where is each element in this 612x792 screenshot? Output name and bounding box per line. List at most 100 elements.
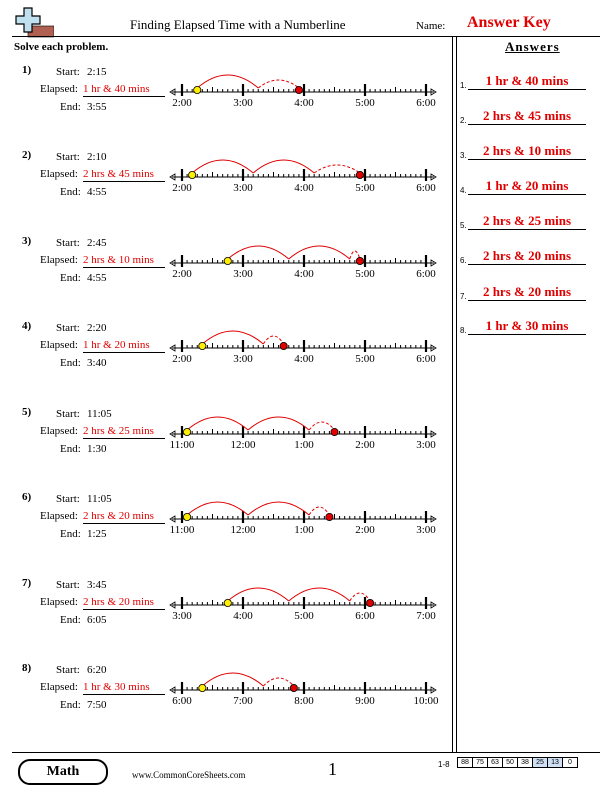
hour-label: 4:00 — [233, 610, 253, 622]
answer-underline — [468, 300, 586, 301]
column-divider — [456, 36, 457, 752]
arrow-right-icon — [430, 259, 437, 267]
elapsed-answer: 1 hr & 30 mins — [83, 681, 165, 695]
elapsed-label: Elapsed: — [40, 425, 78, 437]
hour-label: 3:00 — [233, 353, 253, 365]
hour-label: 8:00 — [294, 695, 314, 707]
answer-key-label: Answer Key — [467, 14, 551, 31]
arrow-right-icon — [430, 173, 437, 181]
answer-text: 2 hrs & 20 mins — [482, 248, 572, 263]
end-dot — [355, 170, 364, 179]
answer-number: 8. — [460, 326, 467, 335]
answer-number: 4. — [460, 186, 467, 195]
hour-label: 5:00 — [355, 353, 375, 365]
hour-label: 4:00 — [294, 182, 314, 194]
score-table: 88 75 63 50 38 25 13 0 — [457, 757, 578, 768]
elapsed-label: Elapsed: — [40, 83, 78, 95]
hour-label: 2:00 — [172, 353, 192, 365]
hour-label: 6:00 — [355, 610, 375, 622]
hour-label: 12:00 — [230, 524, 256, 536]
start-dot — [198, 683, 207, 692]
problem-number: 4) — [22, 320, 32, 332]
elapsed-label: Elapsed: — [40, 339, 78, 351]
score-cell: 13 — [547, 757, 563, 768]
minute-jump-arc — [308, 421, 335, 431]
hour-jump-arc — [247, 501, 310, 516]
hour-jump-arc — [227, 245, 290, 260]
answer-text: 1 hr & 30 mins — [485, 318, 569, 333]
start-label: Start: — [56, 237, 80, 249]
arrow-right-icon — [430, 88, 437, 96]
hour-label: 3:00 — [416, 439, 436, 451]
numberline: 11:00 12:00 1:00 2:00 3:00 — [169, 501, 437, 536]
answer-number: 3. — [460, 151, 467, 160]
start-label: Start: — [56, 322, 80, 334]
hour-jump-arc — [227, 587, 290, 602]
arrow-right-icon — [430, 686, 437, 694]
end-label: End: — [60, 443, 81, 455]
hour-label: 5:00 — [355, 182, 375, 194]
start-dot — [223, 598, 232, 607]
score-cell: 50 — [502, 757, 518, 768]
elapsed-answer: 2 hrs & 20 mins — [83, 596, 165, 610]
hour-label: 2:00 — [355, 524, 375, 536]
start-label: Start: — [56, 493, 80, 505]
numberline: 2:00 3:00 4:00 5:00 6:00 — [169, 245, 437, 280]
start-time: 11:05 — [87, 493, 112, 505]
start-label: Start: — [56, 579, 80, 591]
numberline: 2:00 3:00 4:00 5:00 6:00 — [169, 74, 437, 109]
arrow-left-icon — [169, 88, 176, 96]
elapsed-answer: 2 hrs & 45 mins — [83, 168, 165, 182]
hour-label: 2:00 — [355, 439, 375, 451]
score-cell: 63 — [487, 757, 503, 768]
arrow-right-icon — [430, 515, 437, 523]
end-time: 4:55 — [87, 186, 107, 198]
arrow-left-icon — [169, 686, 176, 694]
start-dot — [198, 341, 207, 350]
answer-underline — [468, 229, 586, 230]
score-cell: 88 — [457, 757, 473, 768]
end-dot — [289, 683, 298, 692]
start-dot — [193, 85, 202, 94]
answer-underline — [468, 194, 586, 195]
arrow-left-icon — [169, 259, 176, 267]
start-time: 6:20 — [87, 664, 107, 676]
end-dot — [330, 427, 339, 436]
end-label: End: — [60, 699, 81, 711]
answer-underline — [468, 159, 586, 160]
score-cell: 38 — [517, 757, 533, 768]
arrow-left-icon — [169, 515, 176, 523]
hour-label: 2:00 — [172, 182, 192, 194]
answers-title: Answers — [505, 39, 560, 54]
score-cell: 25 — [532, 757, 548, 768]
start-dot — [183, 427, 192, 436]
name-label: Name: — [416, 20, 446, 32]
end-time: 3:40 — [87, 357, 107, 369]
end-label: End: — [60, 101, 81, 113]
hour-label: 6:00 — [416, 268, 436, 280]
answer-underline — [468, 124, 586, 125]
end-dot — [279, 341, 288, 350]
hour-jump-arc — [288, 587, 351, 602]
numberline: 6:00 7:00 8:00 9:00 10:00 — [169, 672, 439, 707]
hour-jump-arc — [202, 672, 264, 687]
hour-label: 1:00 — [294, 524, 314, 536]
start-time: 2:15 — [87, 66, 107, 78]
elapsed-label: Elapsed: — [40, 596, 78, 608]
website-link[interactable]: www.CommonCoreSheets.com — [132, 770, 246, 780]
start-time: 3:45 — [87, 579, 107, 591]
answer-text: 2 hrs & 45 mins — [482, 108, 572, 123]
instructions: Solve each problem. — [14, 41, 109, 53]
page-number: 1 — [328, 759, 337, 779]
answer-underline — [468, 89, 586, 90]
arrow-left-icon — [169, 173, 176, 181]
arrow-right-icon — [430, 430, 437, 438]
hour-label: 2:00 — [172, 97, 192, 109]
hour-label: 2:00 — [172, 268, 192, 280]
end-time: 6:05 — [87, 614, 107, 626]
end-time: 7:50 — [87, 699, 107, 711]
end-time: 1:30 — [87, 443, 107, 455]
start-label: Start: — [56, 66, 80, 78]
minute-jump-arc — [313, 164, 361, 174]
problem-number: 1) — [22, 64, 32, 76]
